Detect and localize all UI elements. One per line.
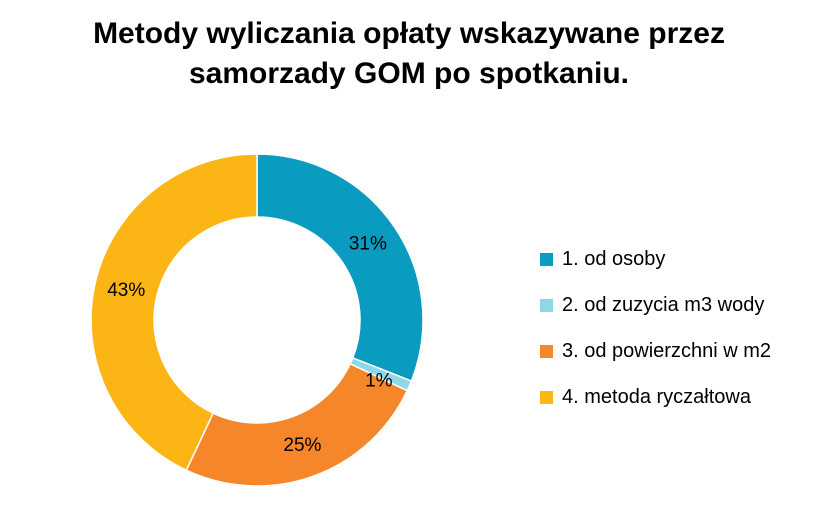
legend-item-od-powierzchni: 3. od powierzchni w m2 — [540, 328, 771, 374]
data-label-3: 25% — [283, 435, 321, 456]
chart-title-line-1: Metody wyliczania opłaty wskazywane prze… — [93, 17, 725, 50]
legend-label: 4. metoda ryczałtowa — [562, 385, 751, 408]
donut-chart: 31% 1% 25% 43% — [90, 153, 424, 487]
legend-swatch — [540, 344, 553, 358]
donut-slice-1 — [256, 153, 424, 383]
legend-label: 2. od zuzycia m3 wody — [562, 293, 765, 316]
chart-legend: 1. od osoby 2. od zuzycia m3 wody 3. od … — [540, 236, 771, 420]
legend-swatch — [540, 252, 553, 266]
donut-slice-4 — [90, 153, 258, 472]
legend-label: 1. od osoby — [562, 247, 666, 270]
legend-item-ryczaltowa: 4. metoda ryczałtowa — [540, 374, 771, 420]
data-label-2: 1% — [365, 370, 393, 391]
chart-title: Metody wyliczania opłaty wskazywane prze… — [0, 14, 818, 94]
legend-swatch — [540, 298, 553, 312]
legend-item-od-zuzycia: 2. od zuzycia m3 wody — [540, 282, 771, 328]
legend-swatch — [540, 390, 553, 404]
donut-slice-3 — [185, 362, 409, 487]
legend-item-od-osoby: 1. od osoby — [540, 236, 771, 282]
data-label-4: 43% — [107, 280, 145, 301]
legend-label: 3. od powierzchni w m2 — [562, 339, 771, 362]
data-label-1: 31% — [349, 234, 387, 255]
chart-title-line-2: samorzady GOM po spotkaniu. — [188, 57, 630, 90]
